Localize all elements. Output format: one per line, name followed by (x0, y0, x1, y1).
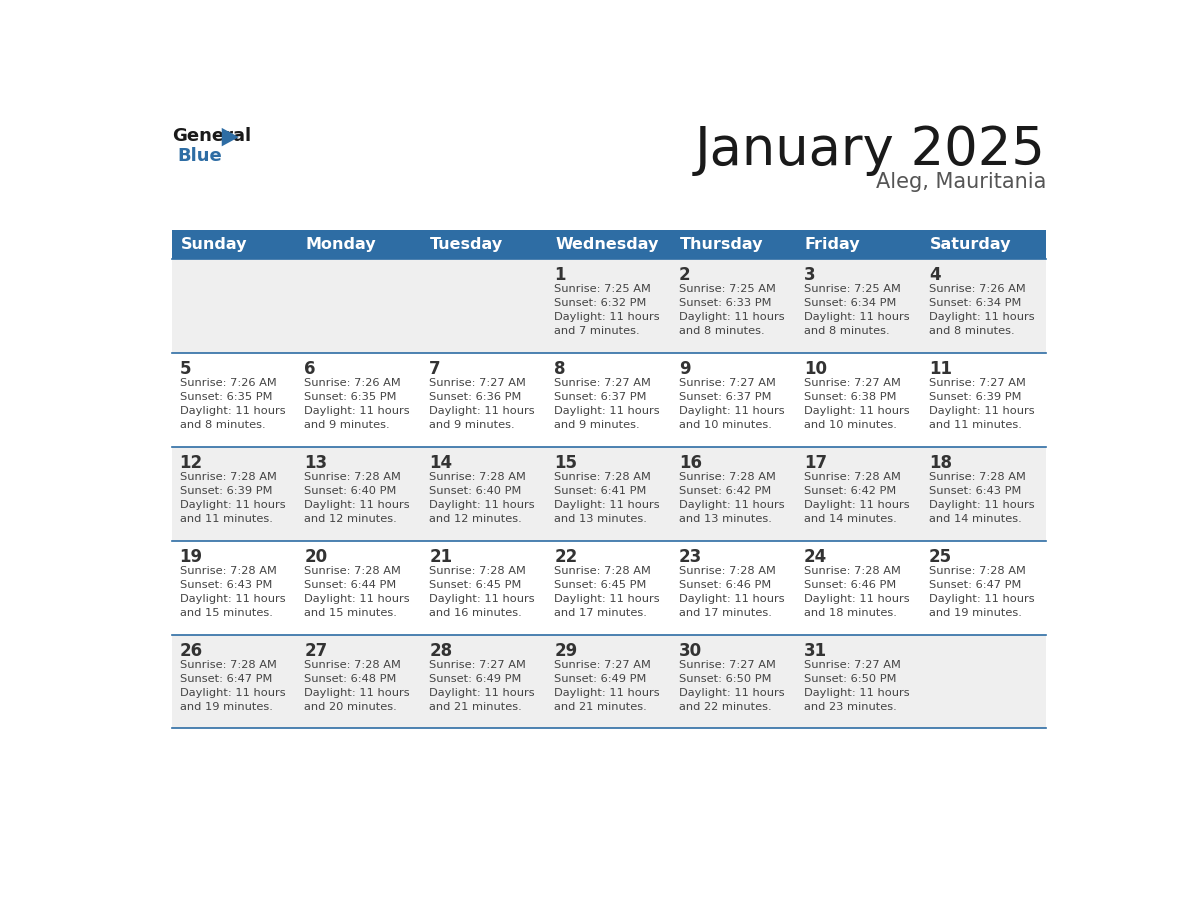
Text: Sunrise: 7:26 AM
Sunset: 6:34 PM
Daylight: 11 hours
and 8 minutes.: Sunrise: 7:26 AM Sunset: 6:34 PM Dayligh… (929, 285, 1035, 336)
Text: Sunday: Sunday (181, 237, 247, 252)
Text: 31: 31 (804, 643, 827, 660)
Text: 25: 25 (929, 548, 952, 566)
Text: Sunrise: 7:28 AM
Sunset: 6:42 PM
Daylight: 11 hours
and 14 minutes.: Sunrise: 7:28 AM Sunset: 6:42 PM Dayligh… (804, 472, 910, 524)
Text: 6: 6 (304, 361, 316, 378)
Text: Sunrise: 7:28 AM
Sunset: 6:44 PM
Daylight: 11 hours
and 15 minutes.: Sunrise: 7:28 AM Sunset: 6:44 PM Dayligh… (304, 566, 410, 618)
Text: Sunrise: 7:27 AM
Sunset: 6:36 PM
Daylight: 11 hours
and 9 minutes.: Sunrise: 7:27 AM Sunset: 6:36 PM Dayligh… (429, 378, 535, 431)
Text: Friday: Friday (805, 237, 860, 252)
Bar (172, 541, 1045, 634)
Text: 30: 30 (680, 643, 702, 660)
Text: 9: 9 (680, 361, 690, 378)
Text: 18: 18 (929, 454, 952, 473)
Text: 3: 3 (804, 266, 815, 285)
Bar (796, 230, 921, 259)
Text: Sunrise: 7:27 AM
Sunset: 6:50 PM
Daylight: 11 hours
and 22 minutes.: Sunrise: 7:27 AM Sunset: 6:50 PM Dayligh… (680, 660, 784, 712)
Bar (172, 447, 1045, 541)
Text: Sunrise: 7:25 AM
Sunset: 6:34 PM
Daylight: 11 hours
and 8 minutes.: Sunrise: 7:25 AM Sunset: 6:34 PM Dayligh… (804, 285, 910, 336)
Text: Sunrise: 7:28 AM
Sunset: 6:46 PM
Daylight: 11 hours
and 17 minutes.: Sunrise: 7:28 AM Sunset: 6:46 PM Dayligh… (680, 566, 784, 618)
Text: Sunrise: 7:28 AM
Sunset: 6:47 PM
Daylight: 11 hours
and 19 minutes.: Sunrise: 7:28 AM Sunset: 6:47 PM Dayligh… (929, 566, 1035, 618)
Text: 12: 12 (179, 454, 203, 473)
Bar (921, 230, 1045, 259)
Text: Sunrise: 7:28 AM
Sunset: 6:40 PM
Daylight: 11 hours
and 12 minutes.: Sunrise: 7:28 AM Sunset: 6:40 PM Dayligh… (429, 472, 535, 524)
Text: 7: 7 (429, 361, 441, 378)
Text: Thursday: Thursday (680, 237, 764, 252)
Text: Sunrise: 7:28 AM
Sunset: 6:43 PM
Daylight: 11 hours
and 15 minutes.: Sunrise: 7:28 AM Sunset: 6:43 PM Dayligh… (179, 566, 285, 618)
Text: 16: 16 (680, 454, 702, 473)
Text: 21: 21 (429, 548, 453, 566)
Text: Saturday: Saturday (930, 237, 1011, 252)
Text: 23: 23 (680, 548, 702, 566)
Text: Sunrise: 7:26 AM
Sunset: 6:35 PM
Daylight: 11 hours
and 9 minutes.: Sunrise: 7:26 AM Sunset: 6:35 PM Dayligh… (304, 378, 410, 431)
Bar (172, 634, 1045, 729)
Text: 4: 4 (929, 266, 941, 285)
Text: Sunrise: 7:25 AM
Sunset: 6:33 PM
Daylight: 11 hours
and 8 minutes.: Sunrise: 7:25 AM Sunset: 6:33 PM Dayligh… (680, 285, 784, 336)
Text: 15: 15 (554, 454, 577, 473)
Text: 2: 2 (680, 266, 690, 285)
Text: Aleg, Mauritania: Aleg, Mauritania (876, 172, 1045, 192)
Bar (172, 353, 1045, 447)
Text: Sunrise: 7:28 AM
Sunset: 6:42 PM
Daylight: 11 hours
and 13 minutes.: Sunrise: 7:28 AM Sunset: 6:42 PM Dayligh… (680, 472, 784, 524)
Text: 27: 27 (304, 643, 328, 660)
Text: January 2025: January 2025 (695, 124, 1045, 176)
Text: Sunrise: 7:27 AM
Sunset: 6:49 PM
Daylight: 11 hours
and 21 minutes.: Sunrise: 7:27 AM Sunset: 6:49 PM Dayligh… (429, 660, 535, 712)
Text: 22: 22 (554, 548, 577, 566)
Text: 11: 11 (929, 361, 952, 378)
Text: Sunrise: 7:25 AM
Sunset: 6:32 PM
Daylight: 11 hours
and 7 minutes.: Sunrise: 7:25 AM Sunset: 6:32 PM Dayligh… (554, 285, 659, 336)
Text: 13: 13 (304, 454, 328, 473)
Text: Sunrise: 7:28 AM
Sunset: 6:45 PM
Daylight: 11 hours
and 16 minutes.: Sunrise: 7:28 AM Sunset: 6:45 PM Dayligh… (429, 566, 535, 618)
Text: 10: 10 (804, 361, 827, 378)
Text: Sunrise: 7:27 AM
Sunset: 6:39 PM
Daylight: 11 hours
and 11 minutes.: Sunrise: 7:27 AM Sunset: 6:39 PM Dayligh… (929, 378, 1035, 431)
Text: 28: 28 (429, 643, 453, 660)
Text: Sunrise: 7:28 AM
Sunset: 6:39 PM
Daylight: 11 hours
and 11 minutes.: Sunrise: 7:28 AM Sunset: 6:39 PM Dayligh… (179, 472, 285, 524)
Text: Wednesday: Wednesday (555, 237, 658, 252)
Text: Sunrise: 7:28 AM
Sunset: 6:40 PM
Daylight: 11 hours
and 12 minutes.: Sunrise: 7:28 AM Sunset: 6:40 PM Dayligh… (304, 472, 410, 524)
Text: Sunrise: 7:27 AM
Sunset: 6:37 PM
Daylight: 11 hours
and 9 minutes.: Sunrise: 7:27 AM Sunset: 6:37 PM Dayligh… (554, 378, 659, 431)
Bar (671, 230, 796, 259)
Text: Sunrise: 7:28 AM
Sunset: 6:43 PM
Daylight: 11 hours
and 14 minutes.: Sunrise: 7:28 AM Sunset: 6:43 PM Dayligh… (929, 472, 1035, 524)
Text: Blue: Blue (177, 147, 222, 165)
Bar (546, 230, 671, 259)
Text: Sunrise: 7:28 AM
Sunset: 6:48 PM
Daylight: 11 hours
and 20 minutes.: Sunrise: 7:28 AM Sunset: 6:48 PM Dayligh… (304, 660, 410, 712)
Text: 29: 29 (554, 643, 577, 660)
Text: Sunrise: 7:26 AM
Sunset: 6:35 PM
Daylight: 11 hours
and 8 minutes.: Sunrise: 7:26 AM Sunset: 6:35 PM Dayligh… (179, 378, 285, 431)
Text: 26: 26 (179, 643, 203, 660)
Text: 14: 14 (429, 454, 453, 473)
Text: Sunrise: 7:27 AM
Sunset: 6:37 PM
Daylight: 11 hours
and 10 minutes.: Sunrise: 7:27 AM Sunset: 6:37 PM Dayligh… (680, 378, 784, 431)
Text: 19: 19 (179, 548, 203, 566)
Text: Monday: Monday (305, 237, 377, 252)
Bar (297, 230, 422, 259)
Text: 20: 20 (304, 548, 328, 566)
Text: General: General (172, 127, 251, 145)
Text: Tuesday: Tuesday (430, 237, 504, 252)
Text: 17: 17 (804, 454, 827, 473)
Text: Sunrise: 7:27 AM
Sunset: 6:49 PM
Daylight: 11 hours
and 21 minutes.: Sunrise: 7:27 AM Sunset: 6:49 PM Dayligh… (554, 660, 659, 712)
Text: Sunrise: 7:27 AM
Sunset: 6:50 PM
Daylight: 11 hours
and 23 minutes.: Sunrise: 7:27 AM Sunset: 6:50 PM Dayligh… (804, 660, 910, 712)
Text: Sunrise: 7:28 AM
Sunset: 6:47 PM
Daylight: 11 hours
and 19 minutes.: Sunrise: 7:28 AM Sunset: 6:47 PM Dayligh… (179, 660, 285, 712)
Text: 24: 24 (804, 548, 827, 566)
Text: Sunrise: 7:28 AM
Sunset: 6:46 PM
Daylight: 11 hours
and 18 minutes.: Sunrise: 7:28 AM Sunset: 6:46 PM Dayligh… (804, 566, 910, 618)
Polygon shape (222, 128, 239, 146)
Text: 8: 8 (554, 361, 565, 378)
Text: Sunrise: 7:27 AM
Sunset: 6:38 PM
Daylight: 11 hours
and 10 minutes.: Sunrise: 7:27 AM Sunset: 6:38 PM Dayligh… (804, 378, 910, 431)
Text: Sunrise: 7:28 AM
Sunset: 6:41 PM
Daylight: 11 hours
and 13 minutes.: Sunrise: 7:28 AM Sunset: 6:41 PM Dayligh… (554, 472, 659, 524)
Bar (422, 230, 546, 259)
Bar (172, 259, 1045, 353)
Bar (172, 230, 297, 259)
Text: Sunrise: 7:28 AM
Sunset: 6:45 PM
Daylight: 11 hours
and 17 minutes.: Sunrise: 7:28 AM Sunset: 6:45 PM Dayligh… (554, 566, 659, 618)
Text: 5: 5 (179, 361, 191, 378)
Text: 1: 1 (554, 266, 565, 285)
